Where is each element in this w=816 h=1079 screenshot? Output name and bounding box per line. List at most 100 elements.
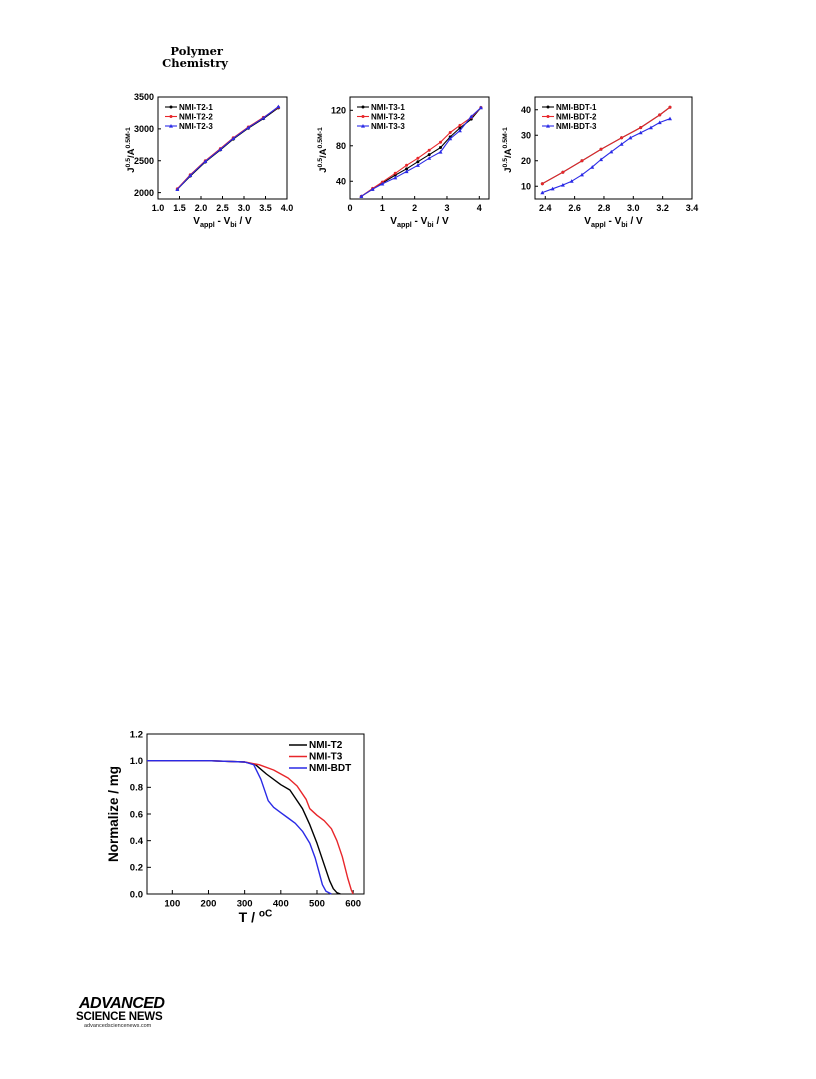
legend-label: NMI-BDT-3 <box>556 122 597 131</box>
y-tick-label: 10 <box>521 181 531 191</box>
series-line-2 <box>147 760 354 895</box>
data-point <box>458 123 462 127</box>
data-point <box>569 179 574 183</box>
legend-label: NMI-T2 <box>309 740 343 751</box>
y-tick-label: 0.4 <box>130 836 144 847</box>
x-tick-label: 1.0 <box>152 203 165 213</box>
data-point <box>438 149 443 154</box>
data-point <box>561 170 565 174</box>
series-line-1 <box>361 107 482 197</box>
data-point <box>231 136 236 141</box>
data-point <box>550 186 555 191</box>
data-point <box>427 156 432 160</box>
data-point <box>416 156 420 160</box>
x-tick-label: 600 <box>345 899 361 910</box>
legend-label: NMI-T2-1 <box>179 103 213 112</box>
legend-marker <box>546 124 550 128</box>
legend-marker <box>546 115 550 118</box>
x-tick-label: 400 <box>273 899 289 910</box>
legend-label: NMI-BDT-1 <box>556 103 597 112</box>
data-point <box>393 175 398 180</box>
data-point <box>668 105 672 109</box>
data-point <box>638 130 643 135</box>
data-point <box>439 146 443 150</box>
data-point <box>188 173 193 178</box>
data-point <box>218 147 223 151</box>
series-line-3 <box>147 760 332 895</box>
data-point <box>540 190 545 195</box>
data-point <box>478 105 483 110</box>
data-point <box>393 171 397 175</box>
legend-label: NMI-T2-3 <box>179 122 213 131</box>
data-point <box>599 147 603 151</box>
chart-t3: 0 1 2 3 4 40 80 120 Vappl - Vbi / V J0.5/A0.5M-1 N… <box>317 96 490 229</box>
series-line-2 <box>542 106 671 185</box>
data-point <box>246 125 251 130</box>
data-point <box>609 149 614 154</box>
y-tick-label: 2500 <box>134 156 154 166</box>
journal-title-line2: Chemistry <box>162 56 228 70</box>
data-point <box>370 187 375 191</box>
x-tick-label: 2.4 <box>539 203 552 213</box>
series-line-3 <box>542 118 671 194</box>
chart-tga: 100 200 300 400 500 600 0.0 0.2 0.4 0.6 0.8 1.0 1.2 T… <box>106 729 365 925</box>
y-tick-label: 2000 <box>134 188 154 198</box>
legend-label: NMI-T3 <box>309 752 343 763</box>
data-point <box>448 130 452 134</box>
legend-marker <box>546 105 550 109</box>
data-point <box>667 116 672 121</box>
series-line-1 <box>147 760 341 895</box>
x-tick-label: 2.8 <box>598 203 611 213</box>
y-tick-label: 40 <box>336 176 346 186</box>
data-point <box>599 157 604 162</box>
x-tick-label: 4.0 <box>281 203 294 213</box>
data-point <box>427 148 431 152</box>
data-point <box>405 167 409 171</box>
x-tick-label: 3 <box>444 203 449 213</box>
data-point <box>276 104 281 109</box>
series-line-3 <box>361 107 482 197</box>
data-point <box>619 142 624 146</box>
x-tick-label: 3.2 <box>656 203 669 213</box>
y-axis-label: J0.5/A0.5M-1 <box>125 127 137 173</box>
data-point <box>405 163 409 167</box>
x-axis-label: Vappl - Vbi / V <box>193 216 252 229</box>
legend-label: NMI-BDT <box>309 763 351 774</box>
x-tick-label: 300 <box>237 899 253 910</box>
data-point <box>416 160 420 164</box>
y-tick-label: 1.2 <box>130 729 143 740</box>
data-point <box>658 113 662 117</box>
x-tick-label: 200 <box>201 899 217 910</box>
y-tick-label: 3000 <box>134 124 154 134</box>
legend-label: NMI-T2-2 <box>179 113 213 122</box>
y-tick-label: 20 <box>521 156 531 166</box>
data-point <box>359 194 364 198</box>
data-point <box>469 114 474 119</box>
y-tick-label: 0.6 <box>130 809 143 820</box>
y-tick-label: 0.2 <box>130 863 143 874</box>
logo-line1: ADVANCED <box>79 995 165 1012</box>
y-axis-label: J0.5/A0.5M-1 <box>317 127 329 173</box>
x-tick-label: 100 <box>164 899 180 910</box>
y-tick-label: 0.8 <box>130 783 143 794</box>
data-point <box>648 125 653 130</box>
data-point <box>628 135 633 140</box>
x-axis-label: Vappl - Vbi / V <box>390 216 449 229</box>
data-point <box>415 163 420 167</box>
plot-frame <box>349 96 490 200</box>
data-point <box>579 172 584 177</box>
chart-t2: 1.0 1.5 2.0 2.5 3.0 3.5 4.0 2000 2500 3000 3500 Vap… <box>125 92 293 229</box>
data-point <box>458 126 462 130</box>
y-axis-label: J0.5/A0.5M-1 <box>502 127 514 173</box>
data-point <box>560 182 565 187</box>
series-line-3 <box>176 106 279 190</box>
legend-label: NMI-T3-3 <box>371 122 405 131</box>
data-point <box>261 116 266 120</box>
legend-marker <box>361 105 365 109</box>
x-axis-label: T / oC <box>239 908 273 925</box>
x-tick-label: 2.6 <box>568 203 581 213</box>
data-point <box>380 181 385 186</box>
data-point <box>657 120 662 125</box>
x-tick-label: 3.4 <box>686 203 699 213</box>
